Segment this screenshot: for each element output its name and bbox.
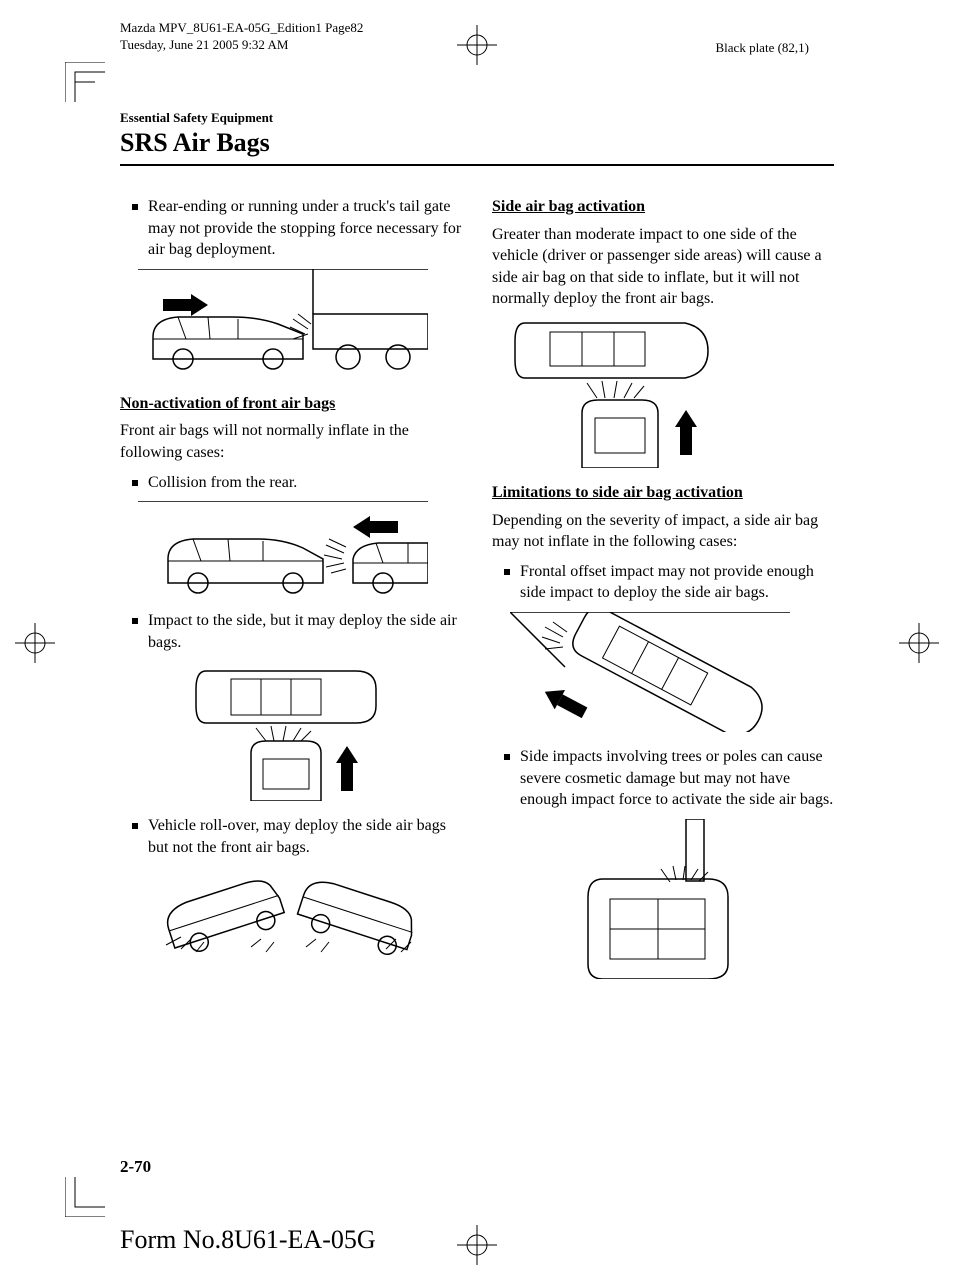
diagram-side-activation-icon [510, 318, 740, 468]
list-item: Impact to the side, but it may deploy th… [120, 610, 462, 653]
plate-label: Black plate (82,1) [716, 40, 810, 56]
page-content: Essential Safety Equipment SRS Air Bags … [120, 110, 834, 993]
body-para: Greater than moderate impact to one side… [492, 224, 834, 310]
registration-mark-top-icon [457, 25, 497, 65]
diagram-truck-rearend-icon [138, 269, 428, 379]
subheading: Limitations to side air bag activation [492, 482, 834, 504]
diagram-frontal-offset-icon [510, 612, 790, 732]
section-label: Essential Safety Equipment [120, 110, 834, 126]
bullet-icon [132, 204, 138, 210]
bullet-icon [504, 754, 510, 760]
list-item: Side impacts involving trees or poles ca… [492, 746, 834, 811]
page-number: 2-70 [120, 1157, 151, 1177]
diagram-rollover-icon [156, 867, 426, 962]
bullet-text: Rear-ending or running under a truck's t… [148, 196, 462, 261]
meta-line2: Tuesday, June 21 2005 9:32 AM [120, 37, 363, 54]
right-column: Side air bag activation Greater than mod… [492, 196, 834, 993]
columns: Rear-ending or running under a truck's t… [120, 196, 834, 993]
list-item: Collision from the rear. [120, 472, 462, 494]
bullet-text: Impact to the side, but it may deploy th… [148, 610, 462, 653]
bullet-icon [132, 823, 138, 829]
subheading: Non-activation of front air bags [120, 393, 462, 415]
body-para: Depending on the severity of impact, a s… [492, 510, 834, 553]
list-item: Rear-ending or running under a truck's t… [120, 196, 462, 261]
diagram-side-impact-icon [191, 661, 391, 801]
title-rule [120, 164, 834, 166]
subheading: Side air bag activation [492, 196, 834, 218]
diagram-rear-collision-icon [138, 501, 428, 596]
diagram-pole-impact-icon [558, 819, 768, 979]
registration-mark-left-icon [15, 623, 55, 663]
left-column: Rear-ending or running under a truck's t… [120, 196, 462, 993]
bullet-text: Frontal offset impact may not provide en… [520, 561, 834, 604]
bullet-text: Vehicle roll-over, may deploy the side a… [148, 815, 462, 858]
registration-mark-bottom-icon [457, 1225, 497, 1265]
crop-mark-tl-icon [65, 62, 105, 102]
list-item: Vehicle roll-over, may deploy the side a… [120, 815, 462, 858]
meta-line1: Mazda MPV_8U61-EA-05G_Edition1 Page82 [120, 20, 363, 37]
form-number: Form No.8U61-EA-05G [120, 1225, 376, 1255]
registration-mark-right-icon [899, 623, 939, 663]
body-para: Front air bags will not normally inflate… [120, 420, 462, 463]
header-meta: Mazda MPV_8U61-EA-05G_Edition1 Page82 Tu… [120, 20, 363, 54]
list-item: Frontal offset impact may not provide en… [492, 561, 834, 604]
bullet-text: Collision from the rear. [148, 472, 462, 494]
section-title: SRS Air Bags [120, 128, 834, 158]
bullet-icon [132, 618, 138, 624]
bullet-icon [132, 480, 138, 486]
bullet-text: Side impacts involving trees or poles ca… [520, 746, 834, 811]
bullet-icon [504, 569, 510, 575]
crop-mark-bl-icon [65, 1177, 105, 1217]
